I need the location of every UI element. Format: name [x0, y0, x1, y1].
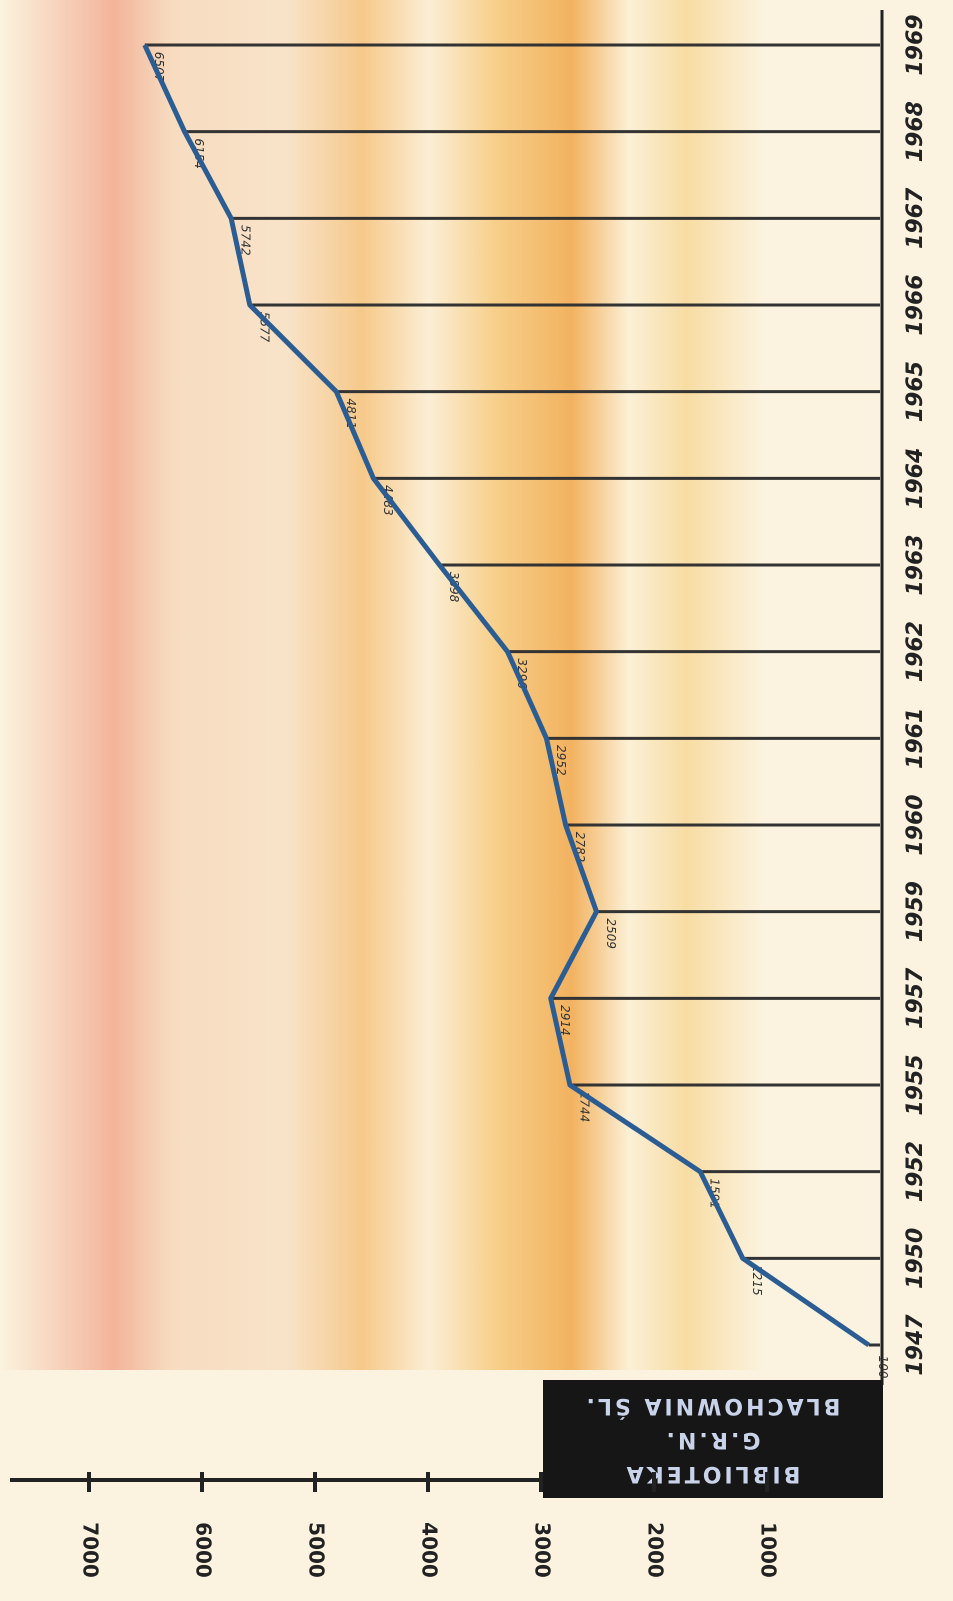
category-label: 1967	[903, 187, 928, 249]
box-place: BLACHOWNIA ŚL.	[584, 1393, 841, 1419]
category-label: 1968	[903, 101, 928, 162]
category-label: 1957	[903, 967, 928, 1029]
value-tick-label: 7000	[79, 1522, 103, 1578]
category-label: 1962	[903, 621, 928, 682]
category-label: 1959	[903, 881, 928, 942]
category-label: 1969	[903, 14, 928, 75]
category-label: 1961	[903, 708, 928, 769]
value-tick-label: 6000	[192, 1522, 216, 1578]
category-label: 1965	[903, 361, 928, 422]
box-subtitle: G.R.N.	[664, 1427, 761, 1452]
data-label: 100	[876, 1356, 890, 1379]
data-label: 2509	[604, 918, 618, 949]
category-label: 1952	[903, 1141, 928, 1202]
category-label: 1963	[903, 534, 928, 595]
box-title: BIBLIOTEKA	[624, 1461, 801, 1486]
value-tick-label: 2000	[644, 1522, 668, 1578]
value-tick-label: 1000	[757, 1522, 781, 1578]
category-label: 1947	[903, 1314, 928, 1376]
category-label: 1960	[903, 794, 928, 855]
value-tick-label: 4000	[418, 1522, 442, 1578]
category-label: 1964	[903, 448, 928, 509]
background-bands	[0, 0, 953, 1370]
category-label: 1966	[903, 274, 928, 335]
category-label: 1950	[903, 1228, 928, 1289]
value-tick-label: 3000	[531, 1522, 555, 1578]
value-tick-label: 5000	[305, 1522, 329, 1578]
chart: BIBLIOTEKA G.R.N. BLACHOWNIA ŚL. 1000 200…	[0, 0, 953, 1597]
category-label: 1955	[903, 1054, 928, 1115]
data-label: 5742	[239, 225, 253, 256]
